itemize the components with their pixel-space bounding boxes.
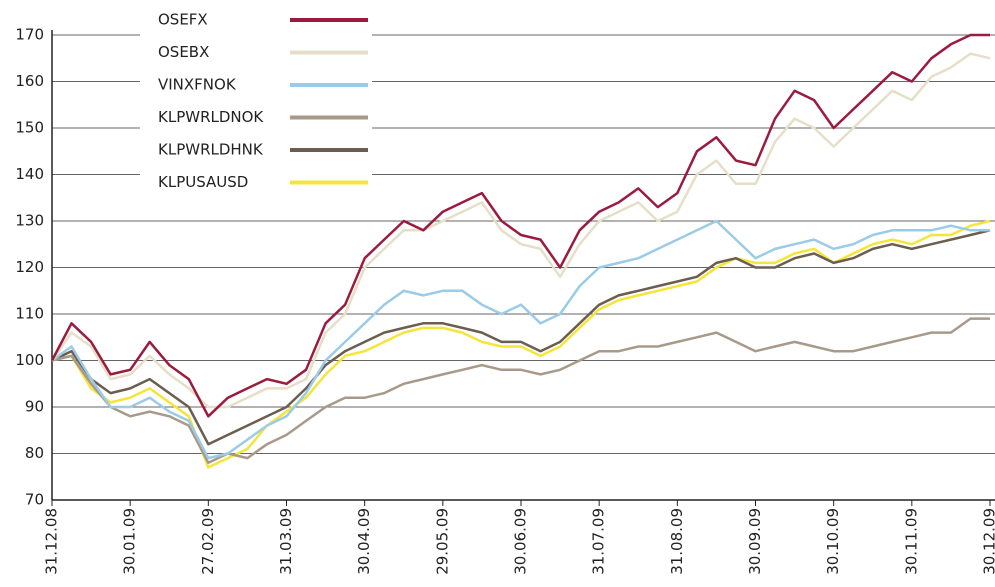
x-tick-label: 30.10.09: [824, 508, 842, 575]
legend-label: VINXFNOK: [158, 76, 237, 94]
y-tick-label: 170: [15, 26, 44, 44]
y-tick-label: 100: [15, 351, 44, 369]
y-tick-label: 80: [25, 444, 44, 462]
x-tick-label: 30.11.09: [902, 508, 920, 575]
y-tick-label: 120: [15, 258, 44, 276]
legend-label: KLPWRLDHNK: [158, 141, 264, 159]
x-tick-label: 31.08.09: [668, 508, 686, 575]
x-tick-label: 27.02.09: [199, 508, 217, 575]
x-tick-label: 31.03.09: [277, 508, 295, 575]
legend-box: [140, 0, 372, 200]
legend-label: OSEFX: [158, 11, 208, 29]
y-tick-label: 140: [15, 165, 44, 183]
series-line: [52, 230, 990, 444]
y-tick-label: 130: [15, 212, 44, 230]
x-tick-label: 30.01.09: [121, 508, 139, 575]
x-tick-label: 30.04.09: [355, 508, 373, 575]
legend-label: KLPWRLDNOK: [158, 108, 264, 126]
x-tick-label: 31.12.08: [43, 508, 61, 575]
y-tick-label: 150: [15, 119, 44, 137]
y-tick-label: 160: [15, 72, 44, 90]
x-tick-label: 29.05.09: [433, 508, 451, 575]
legend-label: OSEBX: [158, 43, 209, 61]
y-tick-label: 90: [25, 398, 44, 416]
legend-label: KLPUSAUSD: [158, 173, 248, 191]
x-tick-label: 30.06.09: [512, 508, 530, 575]
x-tick-label: 30.09.09: [746, 508, 764, 575]
y-tick-label: 70: [25, 491, 44, 509]
x-tick-label: 30.12.09: [981, 508, 995, 575]
x-tick-label: 31.07.09: [590, 508, 608, 575]
y-tick-label: 110: [15, 305, 44, 323]
